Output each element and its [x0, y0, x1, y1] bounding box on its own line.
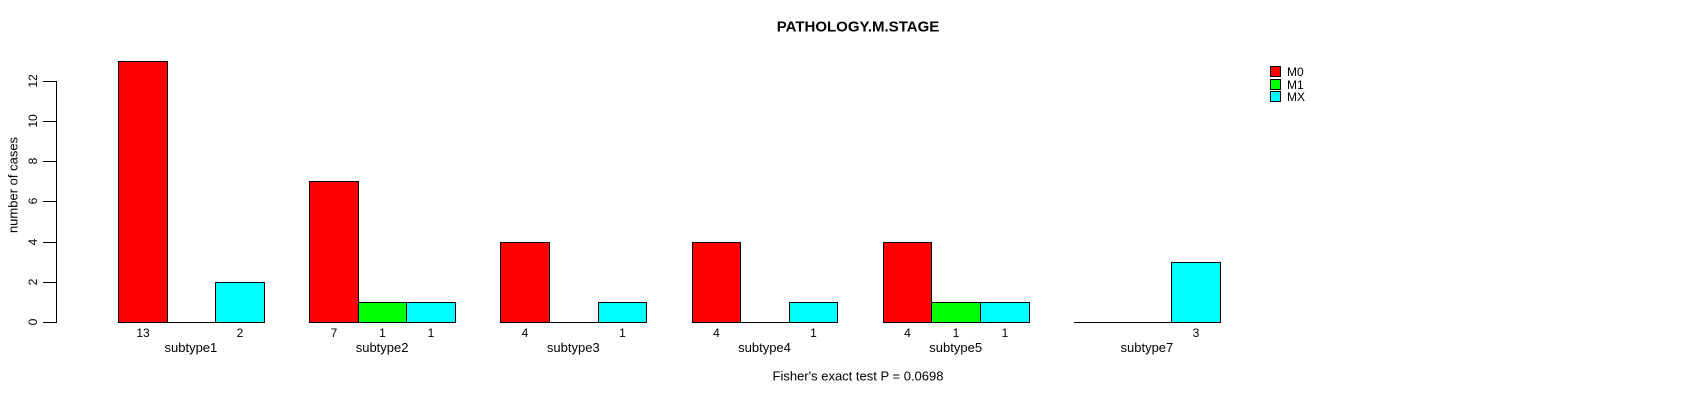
bar-value-subtype5-MX: 1 — [1001, 326, 1009, 340]
x-axis-label-subtype2: subtype2 — [355, 340, 409, 355]
y-tick-2 — [43, 282, 56, 283]
bar-value-subtype4-M0: 4 — [713, 326, 720, 340]
y-tick-0 — [43, 322, 56, 323]
bar-subtype2-MX — [406, 302, 456, 323]
bar-value-subtype5-M1: 1 — [952, 326, 960, 340]
bar-subtype2-M1 — [358, 302, 407, 323]
bar-zero-subtype4-M1 — [740, 322, 790, 323]
annotation-text: Fisher's exact test P = 0.0698 — [772, 368, 944, 384]
y-axis-label: number of cases — [5, 136, 21, 234]
bar-subtype1-MX — [215, 282, 265, 323]
bar-zero-subtype3-M1 — [549, 322, 599, 323]
y-tick-label-4: 4 — [26, 238, 40, 246]
y-tick-label-8: 8 — [26, 157, 40, 165]
bar-value-subtype2-MX: 1 — [427, 326, 435, 340]
bar-value-subtype1-M0: 13 — [136, 326, 150, 340]
bar-subtype2-M0 — [309, 181, 359, 323]
bar-subtype4-MX — [789, 302, 838, 323]
y-tick-label-2: 2 — [26, 278, 40, 286]
bar-value-subtype4-MX: 1 — [810, 326, 817, 340]
bar-value-subtype1-MX: 2 — [236, 326, 244, 340]
y-axis-line — [56, 80, 57, 323]
bar-value-subtype3-M0: 4 — [521, 326, 529, 340]
bar-subtype7-MX — [1171, 262, 1221, 323]
x-axis-label-subtype1: subtype1 — [164, 340, 218, 355]
bar-subtype5-MX — [980, 302, 1030, 323]
y-tick-8 — [43, 161, 56, 162]
y-tick-10 — [43, 121, 56, 122]
y-tick-label-10: 10 — [26, 114, 40, 128]
bar-value-subtype3-MX: 1 — [619, 326, 626, 340]
y-tick-label-12: 12 — [26, 74, 40, 88]
legend-swatch-M1 — [1270, 79, 1281, 90]
legend-label-MX: MX — [1287, 89, 1305, 104]
x-axis-label-subtype5: subtype5 — [929, 340, 983, 355]
bar-subtype3-M0 — [500, 242, 550, 323]
bar-zero-subtype7-M1 — [1123, 322, 1172, 323]
y-tick-4 — [43, 242, 56, 243]
bar-subtype5-M1 — [931, 302, 981, 323]
legend-swatch-MX — [1270, 91, 1281, 102]
y-tick-label-0: 0 — [26, 318, 40, 326]
legend-label-M1: M1 — [1287, 77, 1304, 92]
x-axis-label-subtype3: subtype3 — [546, 340, 600, 355]
bar-zero-subtype7-M0 — [1074, 322, 1124, 323]
chart-title: PATHOLOGY.M.STAGE — [776, 18, 940, 36]
bar-value-subtype2-M0: 7 — [330, 326, 338, 340]
x-axis-label-subtype7: subtype7 — [1120, 340, 1174, 355]
bar-value-subtype7-MX: 3 — [1192, 326, 1200, 340]
bar-subtype5-M0 — [883, 242, 932, 323]
x-axis-label-subtype4: subtype4 — [738, 340, 791, 355]
bar-value-subtype5-M0: 4 — [904, 326, 911, 340]
legend-swatch-M0 — [1270, 66, 1281, 77]
bar-value-subtype2-M1: 1 — [379, 326, 386, 340]
bar-subtype4-M0 — [692, 242, 741, 323]
bar-zero-subtype1-M1 — [167, 322, 216, 323]
legend-label-M0: M0 — [1287, 64, 1304, 79]
y-tick-12 — [43, 81, 56, 82]
y-tick-6 — [43, 201, 56, 202]
y-tick-label-6: 6 — [26, 197, 40, 205]
bar-subtype1-M0 — [118, 61, 168, 323]
bar-subtype3-MX — [598, 302, 647, 323]
